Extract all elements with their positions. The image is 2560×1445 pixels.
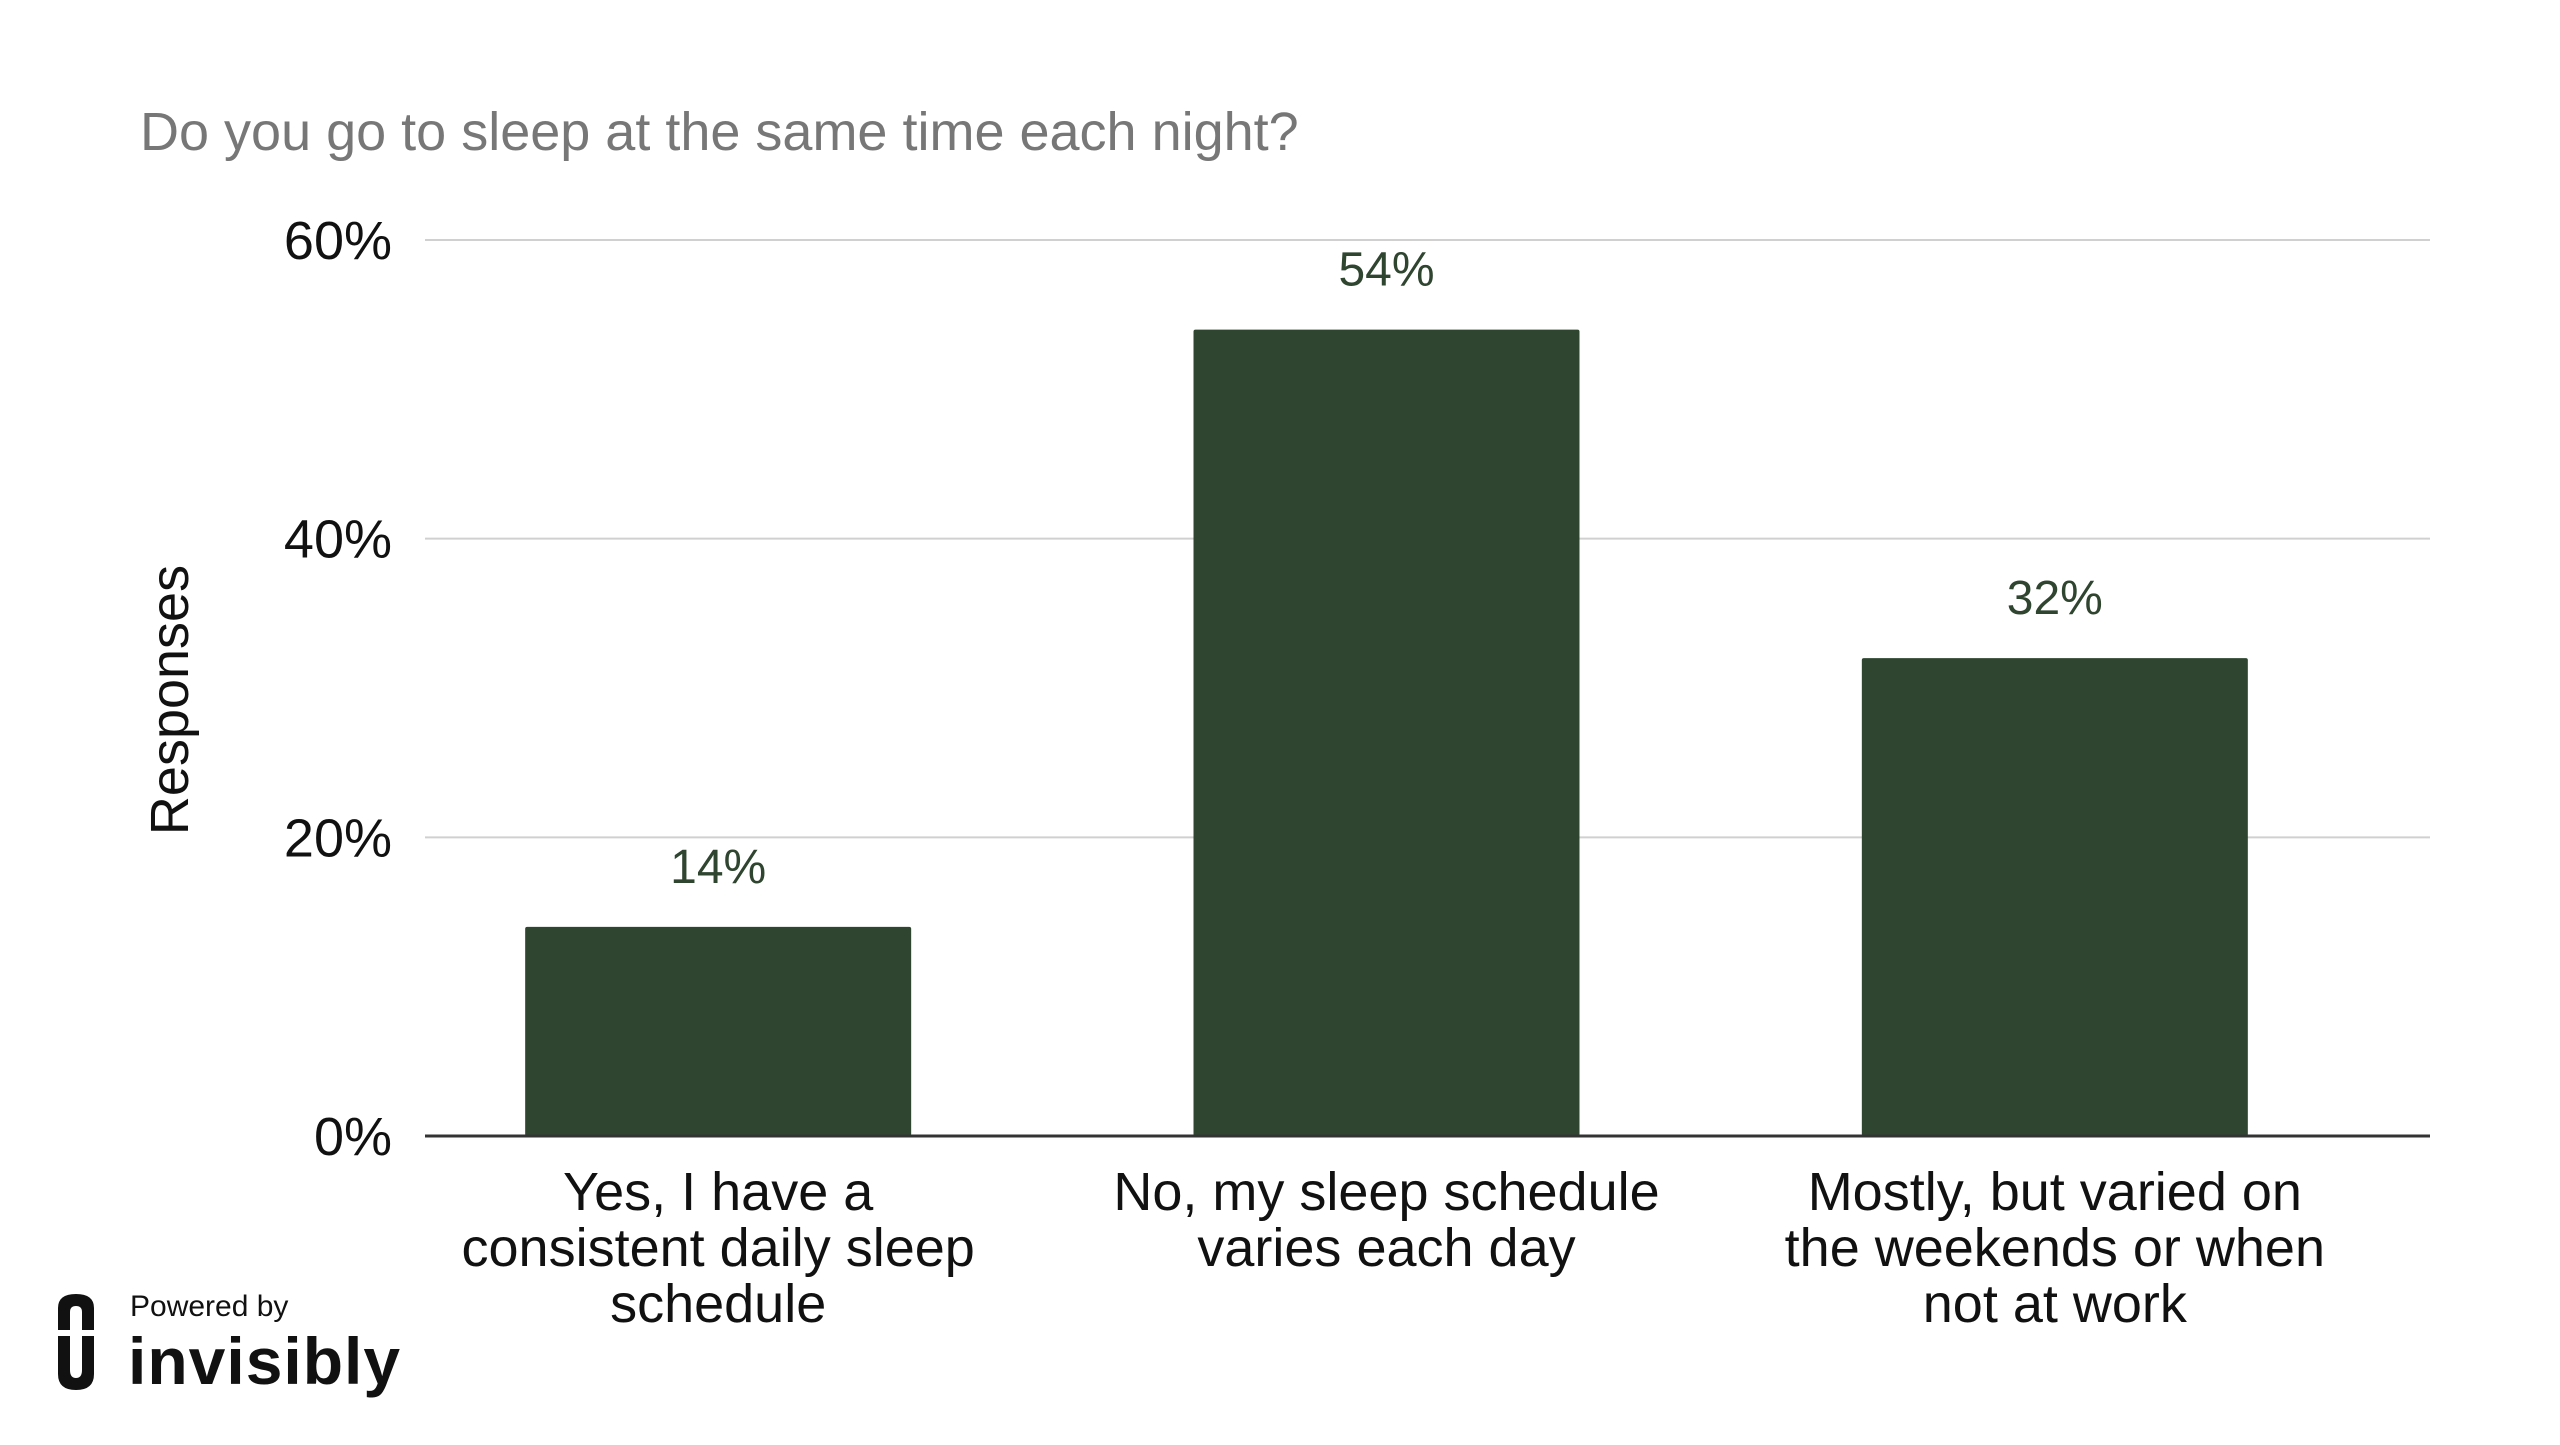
data-label: 14% <box>670 841 766 894</box>
y-tick-label: 0% <box>314 1107 392 1167</box>
bar <box>1861 658 2248 1136</box>
x-axis-ticks: Yes, I have a consistent daily sleep sched… <box>462 1162 2325 1334</box>
y-axis-ticks: 0% 20% 40% 60% <box>284 211 392 1167</box>
data-label: 54% <box>1338 244 1434 297</box>
x-tick-label: Yes, I have a consistent daily sleep sched… <box>462 1162 975 1334</box>
bar <box>1193 329 1580 1137</box>
branding: Powered by invisibly <box>54 1290 414 1400</box>
x-tick-label: Mostly, but varied on the weekends or whe… <box>1785 1162 2325 1334</box>
data-label: 32% <box>2007 572 2103 625</box>
bars <box>525 329 2248 1137</box>
value-labels: 14% 54% 32% <box>670 244 2103 894</box>
y-tick-label: 20% <box>284 808 392 868</box>
invisibly-logo-icon <box>58 1294 94 1390</box>
y-tick-label: 40% <box>284 510 392 570</box>
y-tick-label: 60% <box>284 211 392 271</box>
x-tick-label: No, my sleep schedule varies each day <box>1113 1162 1659 1278</box>
chart-title: Do you go to sleep at the same time each… <box>140 102 1299 162</box>
bar <box>525 926 912 1136</box>
brand-name: invisibly <box>128 1324 402 1398</box>
powered-by-text: Powered by <box>130 1290 289 1323</box>
y-axis-label: Responses <box>140 565 200 835</box>
